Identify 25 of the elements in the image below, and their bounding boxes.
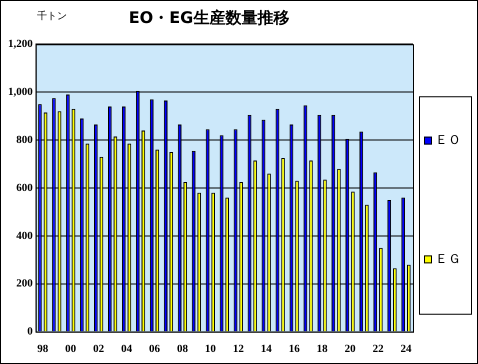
x-tick-label: 06	[149, 343, 161, 356]
x-tick-label: 18	[316, 343, 328, 356]
y-tick-label: 400	[16, 230, 34, 242]
x-tick-label: 20	[344, 343, 356, 356]
x-tick-label: 04	[121, 343, 133, 356]
x-tick-label: 22	[372, 343, 384, 356]
x-tick-label: 10	[204, 343, 216, 356]
legend-label: ＥＧ	[435, 250, 461, 266]
x-tick-label: 12	[232, 343, 244, 356]
y-tick-label: 200	[16, 278, 34, 290]
x-tick-label: 08	[176, 343, 188, 356]
y-tick-label: 0	[27, 326, 34, 338]
y-tick-label: 600	[16, 182, 34, 194]
x-tick-label: 00	[65, 343, 77, 356]
x-tick-label: 02	[93, 343, 105, 356]
y-tick-label: 1,000	[8, 86, 34, 98]
x-tick-label: 24	[400, 343, 412, 356]
x-tick-label: 98	[37, 343, 49, 356]
x-tick-label: 16	[288, 343, 300, 356]
y-axis-title: 千トン	[37, 10, 67, 22]
y-tick-label: 1,200	[8, 38, 34, 50]
x-tick-label: 14	[260, 343, 272, 356]
legend-label: ＥＯ	[435, 132, 461, 148]
y-tick-label: 800	[16, 134, 34, 146]
chart-title: EO・EG生産数量推移	[128, 8, 290, 27]
